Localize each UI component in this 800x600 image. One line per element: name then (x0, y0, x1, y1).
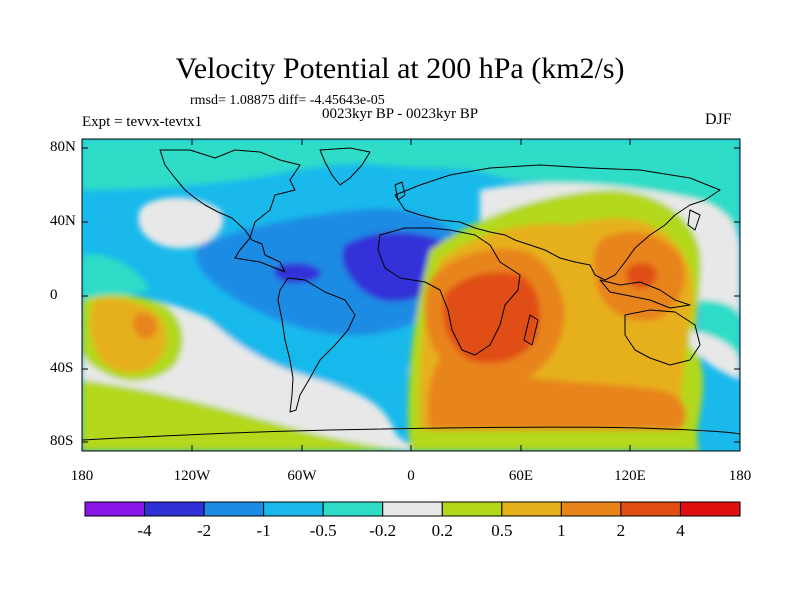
colorbar-swatch (84, 501, 146, 517)
coastline-japan (687, 209, 701, 231)
time-period-label: 0023kyr BP - 0023kyr BP (322, 106, 479, 122)
colorbar-label: 2 (616, 521, 626, 540)
colorbar (84, 501, 741, 517)
contour-teal-north (82, 139, 740, 230)
colorbar-label: -0.5 (309, 521, 337, 540)
contour-light-blue-south (210, 320, 410, 386)
contour-orange-south-indian (427, 360, 686, 430)
colorbar-label: -4 (137, 521, 152, 540)
coastline-north-america (159, 149, 301, 273)
coastlines (82, 147, 740, 441)
contour-neutral-arc (224, 350, 400, 451)
lon-label: 60E (508, 468, 534, 484)
lat-label: 80N (50, 139, 76, 155)
contour-yellow-green-southern-band (82, 380, 420, 451)
lat-label: 80S (50, 433, 74, 449)
colorbar-label: 0.2 (431, 521, 453, 540)
colorbar-swatch (501, 501, 562, 517)
colorbar-swatch (382, 501, 443, 517)
contour-neutral-far-southeast (690, 330, 740, 380)
lat-label: 40S (50, 360, 74, 376)
coastline-australia (624, 309, 701, 366)
colorbar-label: 1 (557, 521, 566, 540)
contour-neutral-north-pacific (138, 197, 224, 249)
colorbar-swatch (203, 501, 265, 517)
colorbar-label: -0.2 (369, 521, 397, 540)
colorbar-label: 0.5 (491, 521, 513, 540)
colorbar-swatch (263, 501, 324, 517)
lon-label: 60W (287, 468, 317, 484)
lon-label: 120E (614, 468, 646, 484)
contour-red-orange-maritime (626, 263, 658, 289)
map-title: Velocity Potential at 200 hPa (km2/s) (175, 52, 625, 85)
contour-field (82, 139, 740, 451)
colorbar-swatch (144, 501, 205, 517)
colorbar-swatch (679, 501, 741, 517)
contour-red-orange-africa (442, 272, 540, 364)
colorbar-swatch (560, 501, 622, 517)
coastline-british-isles (394, 181, 406, 201)
coastline-south-america (277, 277, 356, 413)
colorbar-label: 4 (676, 521, 685, 540)
contour-teal-pacific (82, 254, 150, 300)
coastline-eurasia (394, 164, 721, 281)
lon-label: 120W (173, 468, 211, 484)
lon-label: 0 (407, 468, 415, 484)
lat-label: 0 (50, 287, 58, 303)
lat-label: 40N (50, 213, 76, 229)
coastline-maritime-continent (599, 279, 691, 309)
colorbar-swatch (441, 501, 503, 517)
colorbar-label: -2 (196, 521, 212, 540)
colorbar-swatch (322, 501, 384, 517)
coastline-greenland (319, 147, 371, 186)
contour-orange-pacific (132, 313, 158, 339)
rmsd-diff-stats: rmsd= 1.08875 diff= -4.45643e-05 (190, 93, 385, 108)
experiment-label: Expt = tevvx-tevtx1 (82, 114, 203, 130)
season-label: DJF (705, 111, 732, 128)
coastline-africa (377, 227, 521, 356)
colorbar-swatch (620, 501, 681, 517)
lon-label: 180 (70, 468, 94, 484)
coastline-antarctica (82, 426, 740, 441)
lon-label: 180 (728, 468, 752, 484)
contour-deep-blue-caribbean (273, 263, 322, 284)
colorbar-label: -1 (256, 521, 271, 540)
coastline-madagascar (523, 314, 539, 346)
